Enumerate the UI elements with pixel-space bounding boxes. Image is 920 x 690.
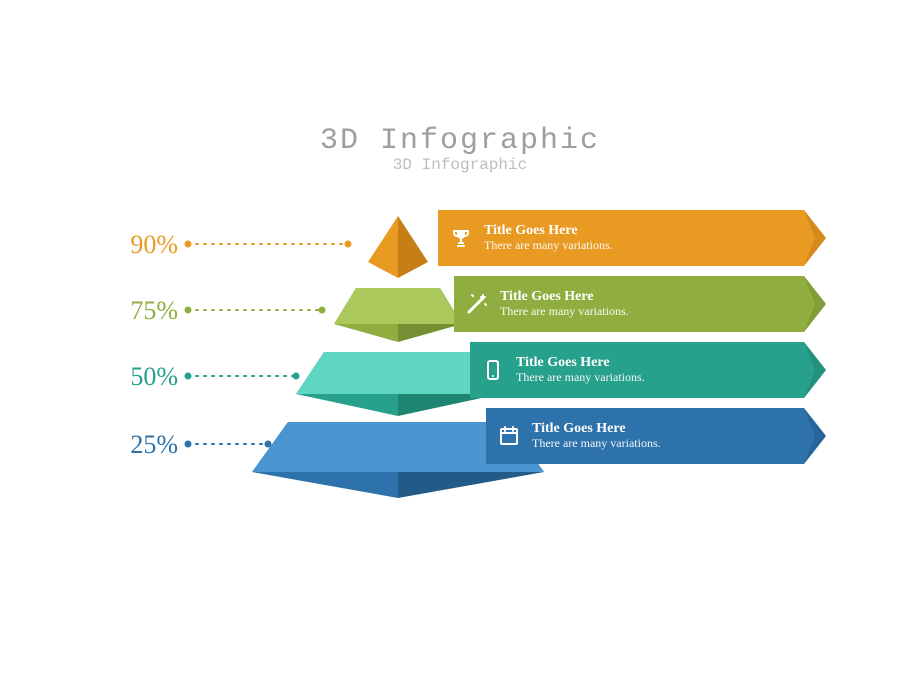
info-banner-l1: Title Goes HereThere are many variations…	[438, 210, 826, 266]
infographic-stage: 3D Infographic 3D Infographic 90%75%50%2…	[0, 0, 920, 690]
percent-label-l2: 75%	[88, 296, 178, 326]
info-banner-l3: Title Goes HereThere are many variations…	[470, 342, 826, 398]
phone-icon	[470, 358, 516, 382]
percent-label-l3: 50%	[88, 362, 178, 392]
percent-label-l4: 25%	[88, 430, 178, 460]
banner-title: Title Goes Here	[516, 355, 645, 371]
banner-title: Title Goes Here	[484, 223, 613, 239]
calendar-icon	[486, 424, 532, 448]
banner-title: Title Goes Here	[532, 421, 661, 437]
banner-desc: There are many variations.	[484, 239, 613, 253]
banner-desc: There are many variations.	[532, 437, 661, 451]
percent-label-l1: 90%	[88, 230, 178, 260]
banner-desc: There are many variations.	[516, 371, 645, 385]
wand-icon	[454, 292, 500, 316]
banner-title: Title Goes Here	[500, 289, 629, 305]
banner-desc: There are many variations.	[500, 305, 629, 319]
info-banner-l2: Title Goes HereThere are many variations…	[454, 276, 826, 332]
trophy-icon	[438, 226, 484, 250]
info-banner-l4: Title Goes HereThere are many variations…	[486, 408, 826, 464]
